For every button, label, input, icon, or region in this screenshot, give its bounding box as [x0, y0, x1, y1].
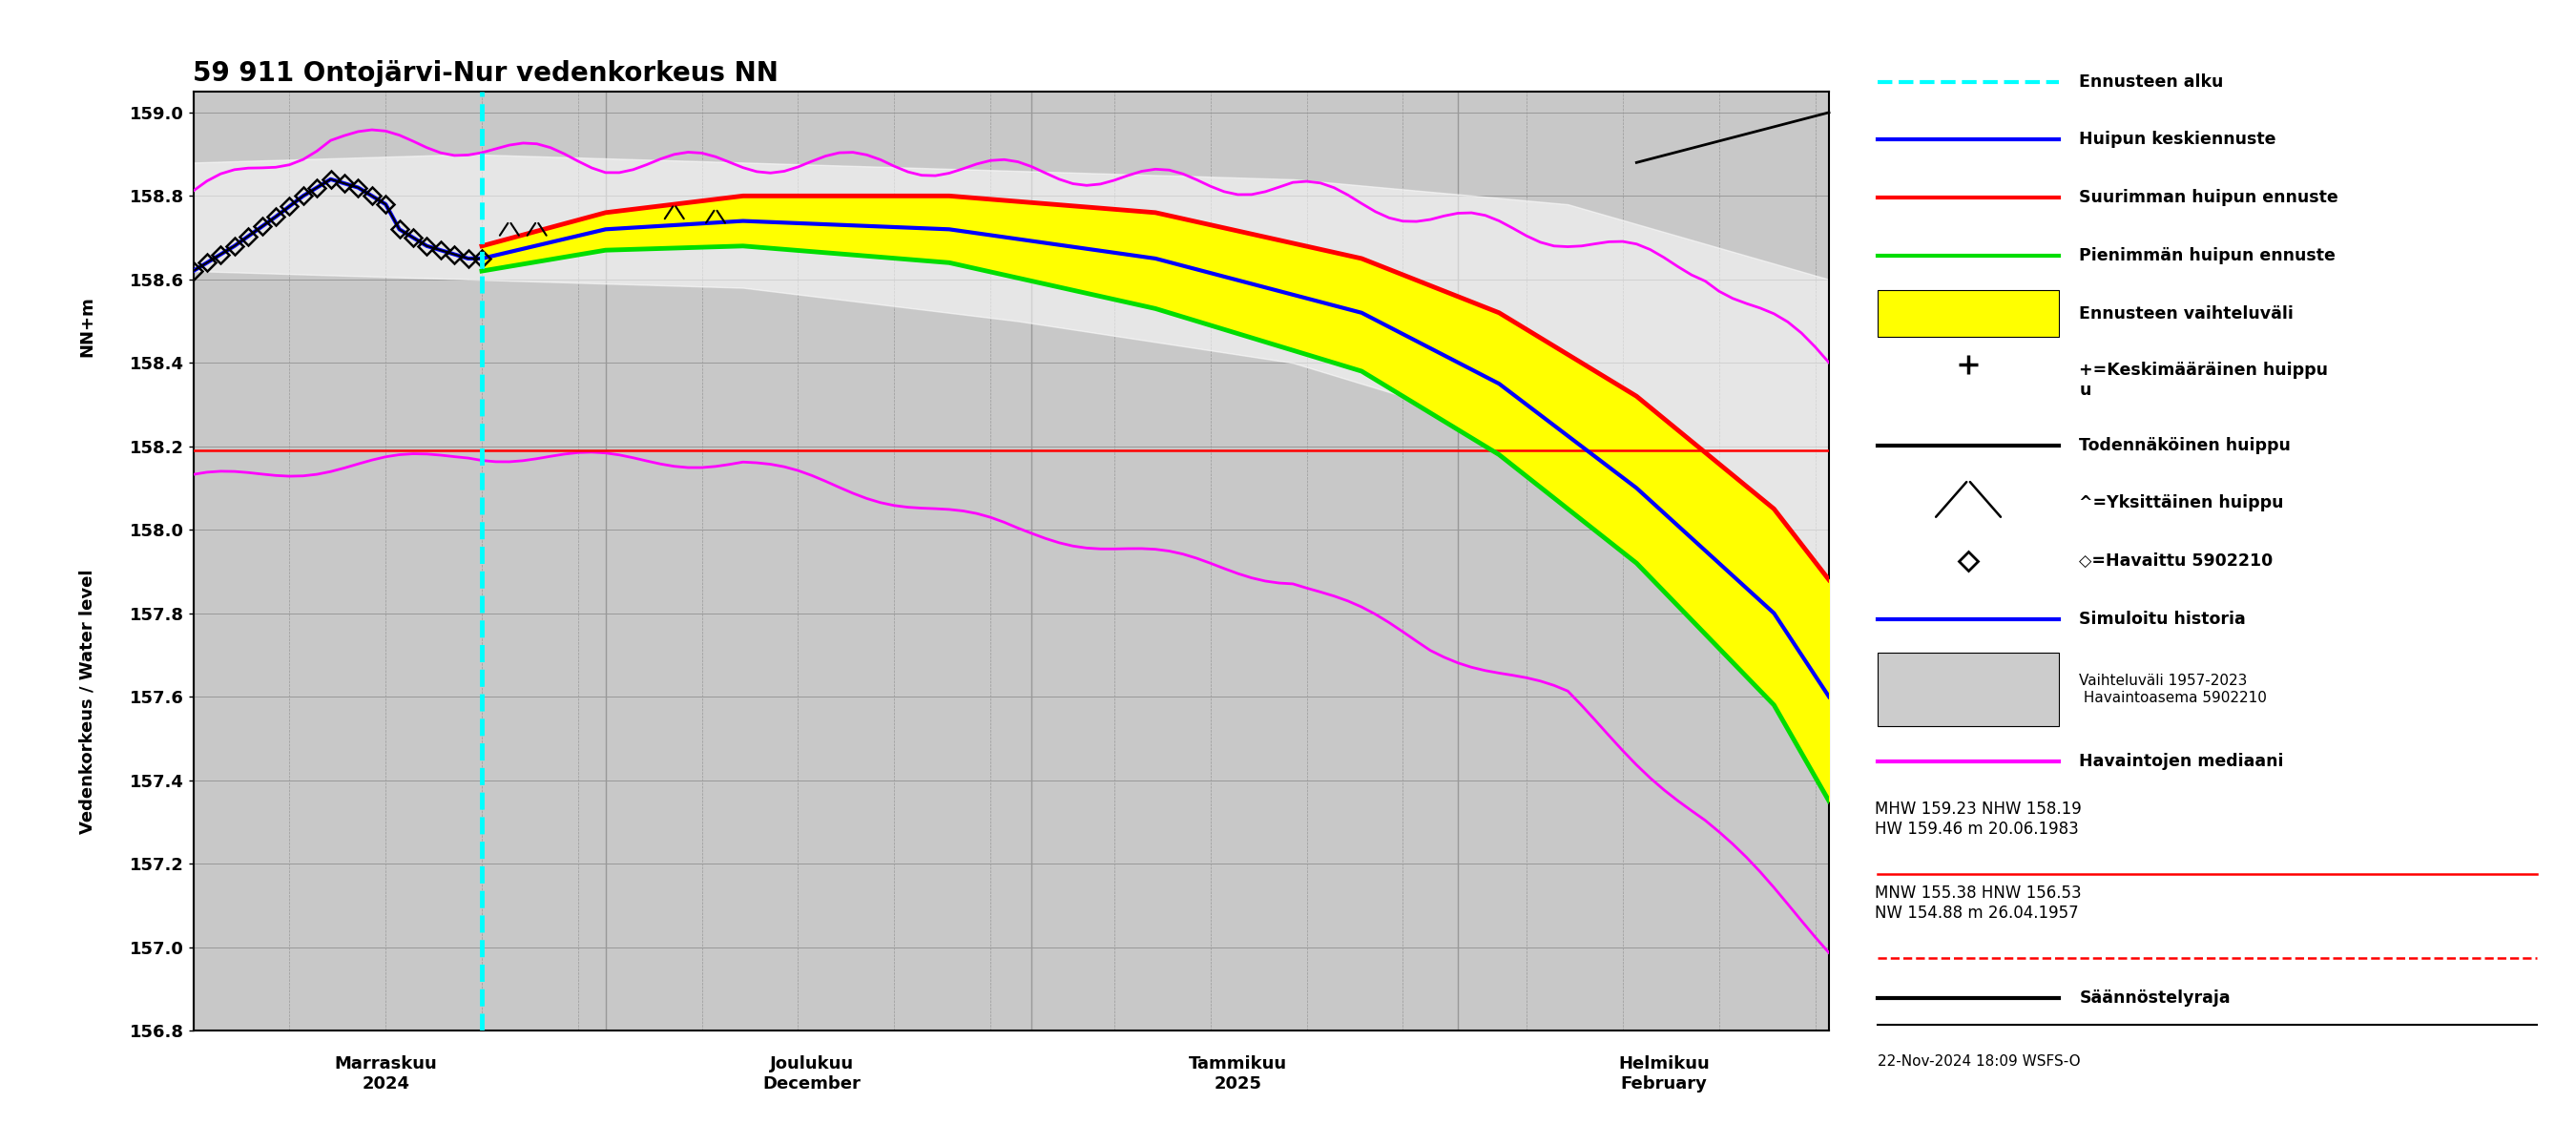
Text: +=Keskimääräinen huippu
u: +=Keskimääräinen huippu u [2079, 362, 2329, 398]
Text: MNW 155.38 HNW 156.53
NW 154.88 m 26.04.1957: MNW 155.38 HNW 156.53 NW 154.88 m 26.04.… [1875, 885, 2081, 922]
Text: Todennäköinen huippu: Todennäköinen huippu [2079, 436, 2290, 453]
Text: Helmikuu
February: Helmikuu February [1618, 1056, 1710, 1092]
Text: Vedenkorkeus / Water level: Vedenkorkeus / Water level [77, 569, 95, 835]
Bar [1878, 653, 2058, 726]
Text: Tammikuu
2025: Tammikuu 2025 [1188, 1056, 1288, 1092]
Text: ^=Yksittäinen huippu: ^=Yksittäinen huippu [2079, 495, 2285, 512]
Text: Simuloitu historia: Simuloitu historia [2079, 610, 2246, 627]
Text: Havaintojen mediaani: Havaintojen mediaani [2079, 752, 2285, 769]
Text: MHW 159.23 NHW 158.19
HW 159.46 m 20.06.1983: MHW 159.23 NHW 158.19 HW 159.46 m 20.06.… [1875, 800, 2081, 838]
Text: Suurimman huipun ennuste: Suurimman huipun ennuste [2079, 189, 2339, 206]
Text: ◇=Havaittu 5902210: ◇=Havaittu 5902210 [2079, 552, 2272, 569]
Text: Huipun keskiennuste: Huipun keskiennuste [2079, 132, 2277, 149]
Text: Ennusteen alku: Ennusteen alku [2079, 73, 2223, 90]
Text: NN+m: NN+m [77, 295, 95, 357]
Text: Marraskuu
2024: Marraskuu 2024 [335, 1056, 438, 1092]
Bar [1878, 291, 2058, 337]
Text: Ennusteen vaihteluväli: Ennusteen vaihteluväli [2079, 305, 2293, 322]
Text: Pienimmän huipun ennuste: Pienimmän huipun ennuste [2079, 247, 2336, 264]
Text: 59 911 Ontojärvi-Nur vedenkorkeus NN: 59 911 Ontojärvi-Nur vedenkorkeus NN [193, 60, 778, 87]
Text: Joulukuu
December: Joulukuu December [762, 1056, 860, 1092]
Text: Säännöstelyraja: Säännöstelyraja [2079, 989, 2231, 1006]
Text: Vaihteluväli 1957-2023
 Havaintoasema 5902210: Vaihteluväli 1957-2023 Havaintoasema 590… [2079, 674, 2267, 705]
Text: 22-Nov-2024 18:09 WSFS-O: 22-Nov-2024 18:09 WSFS-O [1878, 1055, 2081, 1068]
